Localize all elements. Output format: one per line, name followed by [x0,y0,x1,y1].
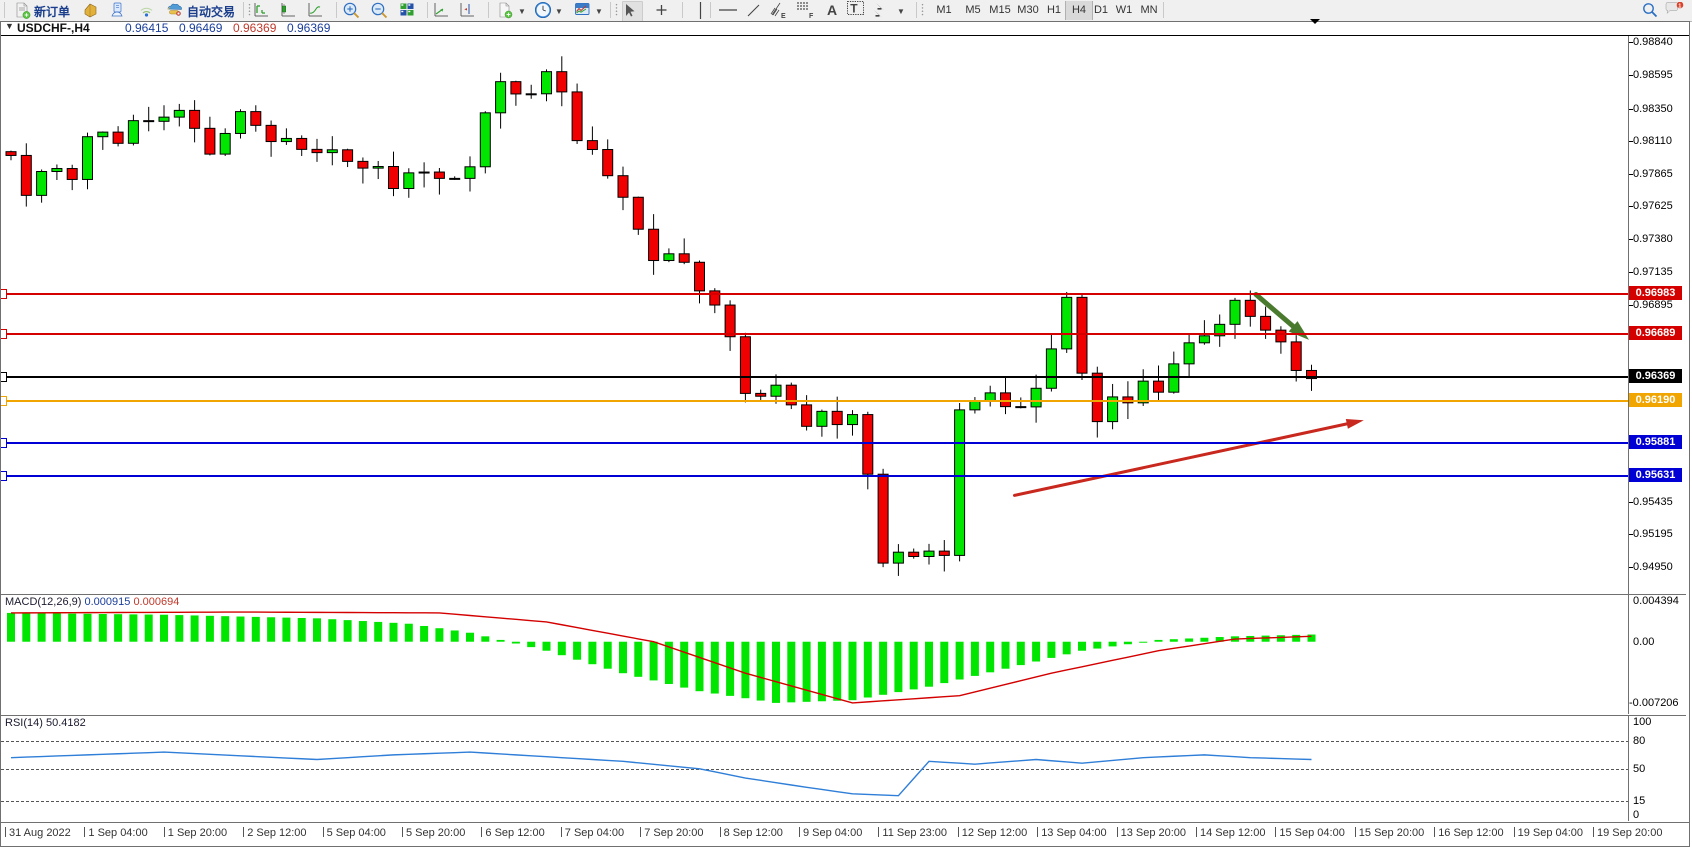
svg-text:A: A [827,2,837,18]
svg-text:T: T [850,2,858,16]
svg-text:E: E [781,13,786,19]
svg-text:1: 1 [1678,3,1681,9]
svg-text:F: F [809,13,814,19]
